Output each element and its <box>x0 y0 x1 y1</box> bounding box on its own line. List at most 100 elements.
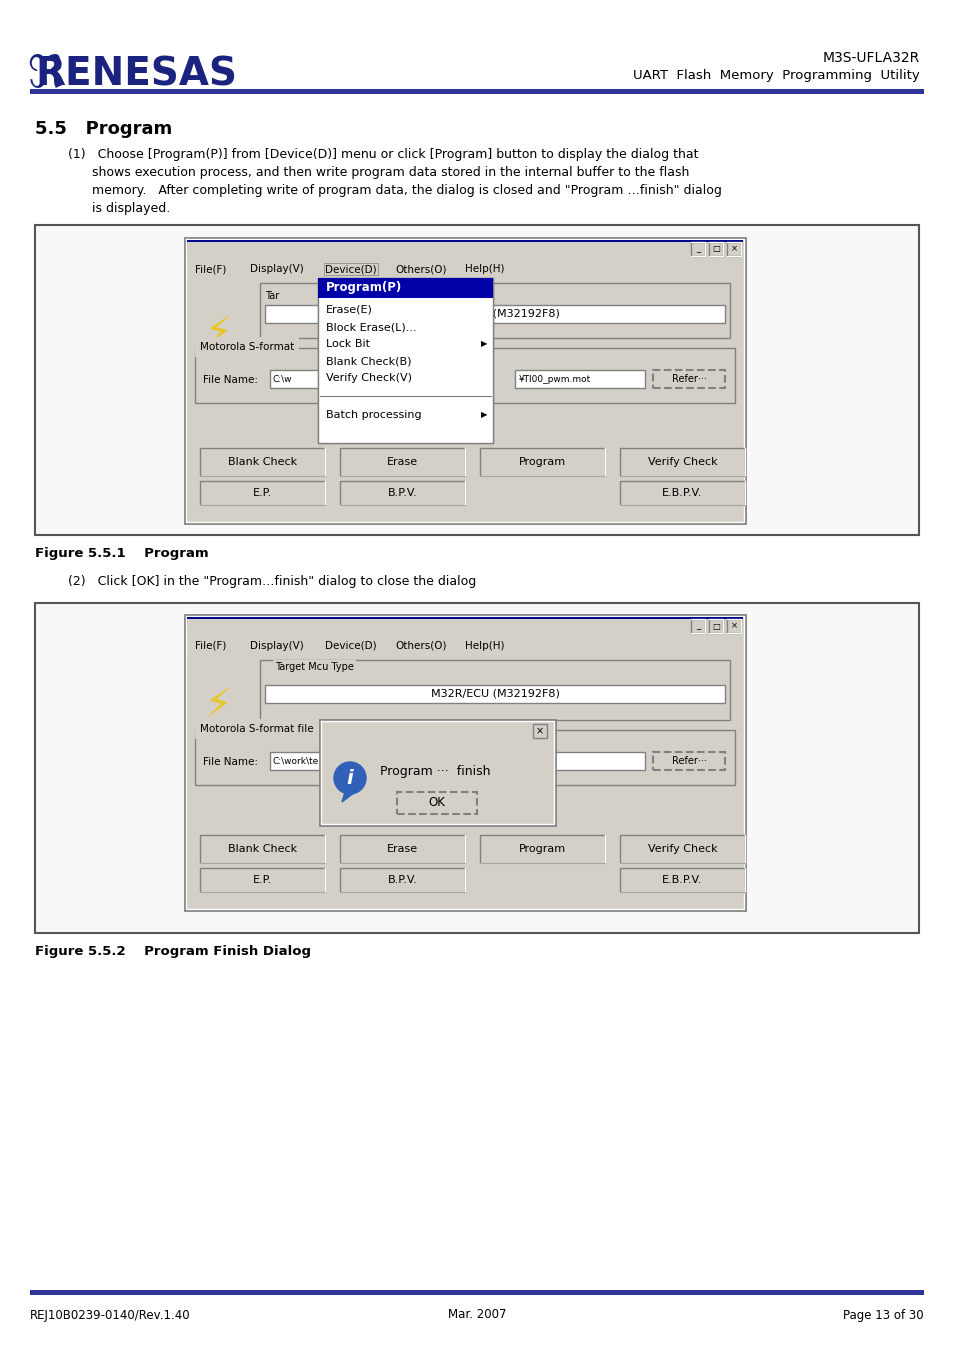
Text: Program(P): Program(P) <box>326 281 402 295</box>
Bar <box>317 417 493 434</box>
Text: Erase(E): Erase(E) <box>326 305 373 315</box>
Text: Refer···: Refer··· <box>671 757 706 766</box>
Bar <box>185 615 744 911</box>
Text: File Name:: File Name: <box>203 757 257 767</box>
Text: Erase: Erase <box>387 844 417 854</box>
Text: ▶: ▶ <box>478 343 484 353</box>
Text: ⚡: ⚡ <box>204 313 232 353</box>
Bar <box>200 867 325 892</box>
Text: 5.5   Program: 5.5 Program <box>35 120 172 138</box>
Bar <box>270 370 339 388</box>
Text: Program(P): Program(P) <box>326 282 397 293</box>
Text: Tar: Tar <box>265 290 279 301</box>
Bar <box>322 730 553 731</box>
Bar <box>187 623 742 624</box>
Bar <box>322 724 553 725</box>
Text: Help(H): Help(H) <box>464 640 504 651</box>
Text: Verify Check(V): Verify Check(V) <box>326 382 412 393</box>
Bar <box>194 730 734 785</box>
Bar <box>187 631 742 634</box>
Text: B.P.V.: B.P.V. <box>387 875 416 885</box>
Bar <box>260 282 729 338</box>
Bar <box>265 305 724 323</box>
Bar <box>322 738 553 740</box>
Bar <box>187 655 742 908</box>
Bar <box>317 278 493 443</box>
Bar <box>690 242 704 255</box>
Text: (1)   Choose [Program(P)] from [Device(D)] menu or click [Program] button to dis: (1) Choose [Program(P)] from [Device(D)]… <box>68 149 698 161</box>
Bar <box>187 242 742 243</box>
Text: (2)   Click [OK] in the "Program…finish" dialog to close the dialog: (2) Click [OK] in the "Program…finish" d… <box>68 576 476 588</box>
Text: Lock Bit: Lock Bit <box>326 343 370 353</box>
Bar <box>479 449 604 476</box>
Text: ×: × <box>730 621 737 631</box>
Bar <box>619 867 744 892</box>
Bar <box>322 735 553 736</box>
Text: Device(D): Device(D) <box>325 640 376 651</box>
Text: File(F): File(F) <box>194 640 226 651</box>
Text: Blank Check: Blank Check <box>228 457 296 467</box>
Text: E.B.P.V.: E.B.P.V. <box>661 875 702 885</box>
Bar <box>317 278 493 443</box>
Bar <box>187 626 742 628</box>
Text: E.B.P.V.: E.B.P.V. <box>661 488 702 499</box>
Text: Erase: Erase <box>387 457 417 467</box>
Bar <box>619 481 744 505</box>
Text: ℜ: ℜ <box>27 54 63 96</box>
Bar <box>187 254 742 257</box>
Text: E.P.: E.P. <box>253 875 272 885</box>
Bar <box>187 243 742 246</box>
Text: □: □ <box>711 245 720 254</box>
Bar <box>339 481 464 505</box>
Text: M32R/ECU (M32192F8): M32R/ECU (M32192F8) <box>430 689 558 698</box>
Bar <box>260 661 729 720</box>
Text: ¥TI00_pwm.mot: ¥TI00_pwm.mot <box>518 374 591 384</box>
Text: Erase(E): Erase(E) <box>326 303 373 313</box>
Text: Refer···: Refer··· <box>671 374 706 384</box>
Text: memory.   After completing write of program data, the dialog is closed and "Prog: memory. After completing write of progra… <box>68 184 721 197</box>
Text: REJ10B0239-0140/Rev.1.40: REJ10B0239-0140/Rev.1.40 <box>30 1309 191 1321</box>
Text: UFLA32R: UFLA32R <box>337 725 394 736</box>
Bar <box>317 278 493 299</box>
Bar <box>652 370 724 388</box>
Bar <box>322 731 553 732</box>
Circle shape <box>334 762 366 794</box>
Text: is displayed.: is displayed. <box>68 203 170 215</box>
Text: Batch processing: Batch processing <box>326 430 421 440</box>
Bar <box>396 792 476 815</box>
Bar <box>187 246 742 247</box>
Text: ×: × <box>536 725 543 736</box>
Text: ▶: ▶ <box>480 339 486 349</box>
Bar <box>187 630 742 631</box>
Text: Figure 5.5.2    Program Finish Dialog: Figure 5.5.2 Program Finish Dialog <box>35 944 311 958</box>
Bar <box>322 736 553 738</box>
Text: ▶: ▶ <box>478 423 484 432</box>
Text: Motorola S-format file: Motorola S-format file <box>200 724 314 734</box>
Text: Mar. 2007: Mar. 2007 <box>447 1309 506 1321</box>
Bar <box>319 720 555 825</box>
Text: ⚡: ⚡ <box>204 686 232 724</box>
Bar <box>726 242 740 255</box>
Text: OK: OK <box>428 797 445 809</box>
Bar <box>187 617 742 619</box>
Text: RENESAS: RENESAS <box>35 55 236 95</box>
Text: Display(V): Display(V) <box>250 640 303 651</box>
Bar <box>726 619 740 634</box>
Bar <box>187 242 742 259</box>
Text: Target Mcu Type: Target Mcu Type <box>274 662 354 671</box>
Text: Verify Check: Verify Check <box>647 844 717 854</box>
Bar <box>200 449 325 476</box>
Text: ▶: ▶ <box>480 411 486 420</box>
Bar <box>187 617 742 635</box>
Text: Device(D): Device(D) <box>325 263 376 274</box>
Text: Verify Check: Verify Check <box>647 457 717 467</box>
Bar <box>187 619 742 638</box>
Polygon shape <box>341 792 355 802</box>
Bar <box>322 721 553 740</box>
Bar <box>187 240 742 242</box>
Bar <box>339 867 464 892</box>
Text: Others(O): Others(O) <box>395 640 446 651</box>
Text: Block Erase(L)...: Block Erase(L)... <box>326 323 416 332</box>
Bar <box>30 1290 923 1296</box>
Bar <box>187 620 742 623</box>
